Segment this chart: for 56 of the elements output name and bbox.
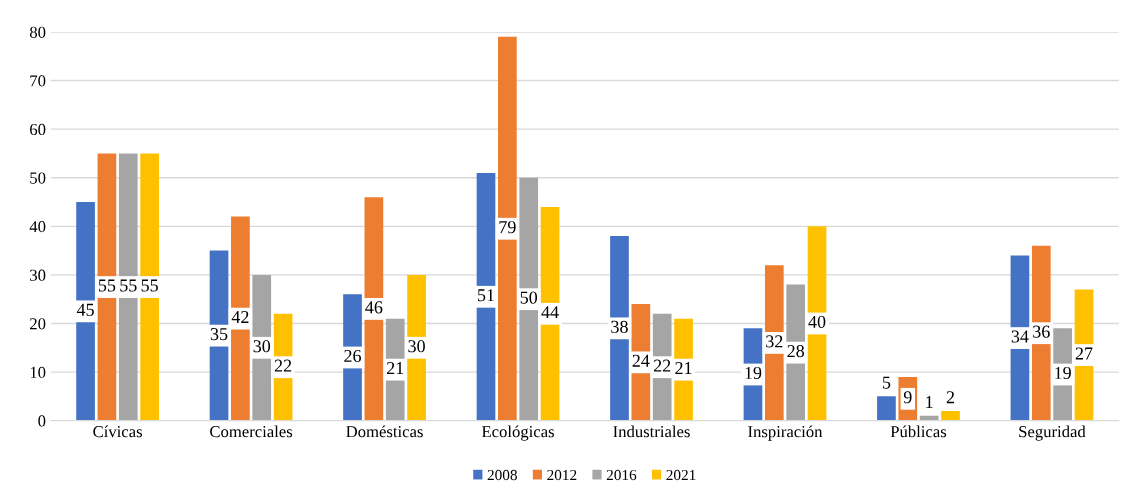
data-label: 55 [98, 279, 116, 292]
data-label: 19 [1055, 366, 1071, 380]
data-label: 34 [1011, 330, 1029, 343]
data-label: 21 [675, 362, 692, 374]
legend-label: 2008 [487, 469, 517, 481]
data-label: 28 [787, 344, 805, 358]
data-label: 51 [478, 289, 494, 302]
x-tick-label: Inspiración [748, 425, 823, 441]
y-tick-label: 10 [30, 366, 46, 379]
data-label: 55 [120, 279, 137, 292]
legend-label: 2016 [606, 469, 637, 481]
data-label: 24 [632, 354, 650, 367]
data-label: 5 [882, 376, 891, 389]
bar [118, 153, 138, 421]
data-label: 50 [520, 291, 538, 304]
bar [519, 177, 539, 421]
y-tick-label: 30 [30, 269, 46, 281]
y-tick-label: 0 [38, 415, 46, 427]
bar [140, 153, 159, 421]
data-label: 40 [808, 315, 826, 329]
x-tick-label: Comerciales [210, 425, 293, 438]
data-label: 19 [745, 366, 762, 380]
data-label: 42 [231, 311, 249, 323]
data-label: 22 [274, 359, 292, 372]
y-tick-label: 70 [30, 75, 46, 87]
x-tick-label: Ecológicas [481, 425, 554, 441]
data-label: 22 [653, 359, 671, 372]
legend-label: 2021 [666, 469, 696, 481]
data-label: 35 [210, 328, 228, 341]
x-tick-label: Industriales [613, 425, 690, 438]
data-label: 32 [766, 335, 783, 348]
data-label: 36 [1033, 325, 1050, 338]
x-tick-label: Domésticas [346, 425, 423, 438]
y-tick-label: 40 [29, 221, 46, 233]
y-tick-label: 50 [30, 172, 46, 184]
data-label: 30 [253, 340, 271, 353]
data-label: 45 [76, 303, 94, 316]
data-label: 1 [926, 396, 933, 408]
y-tick-label: 80 [29, 26, 46, 38]
x-tick-label: Seguridad [1019, 425, 1086, 441]
data-label: 2 [946, 391, 955, 404]
y-tick-label: 60 [30, 123, 46, 136]
data-label: 26 [344, 349, 362, 363]
x-tick-label: Cívicas [93, 425, 142, 438]
data-label: 44 [541, 306, 559, 319]
data-label: 21 [387, 362, 404, 374]
data-label: 38 [611, 320, 628, 333]
data-label: 9 [903, 391, 912, 404]
x-tick-label: Públicas [890, 425, 947, 438]
data-label: 55 [141, 279, 158, 292]
y-tick-label: 20 [30, 318, 46, 330]
legend-label: 2012 [547, 469, 577, 481]
data-label: 27 [1075, 347, 1093, 360]
data-label: 30 [408, 340, 425, 353]
data-label: 46 [365, 301, 383, 314]
data-label: 79 [499, 221, 516, 234]
